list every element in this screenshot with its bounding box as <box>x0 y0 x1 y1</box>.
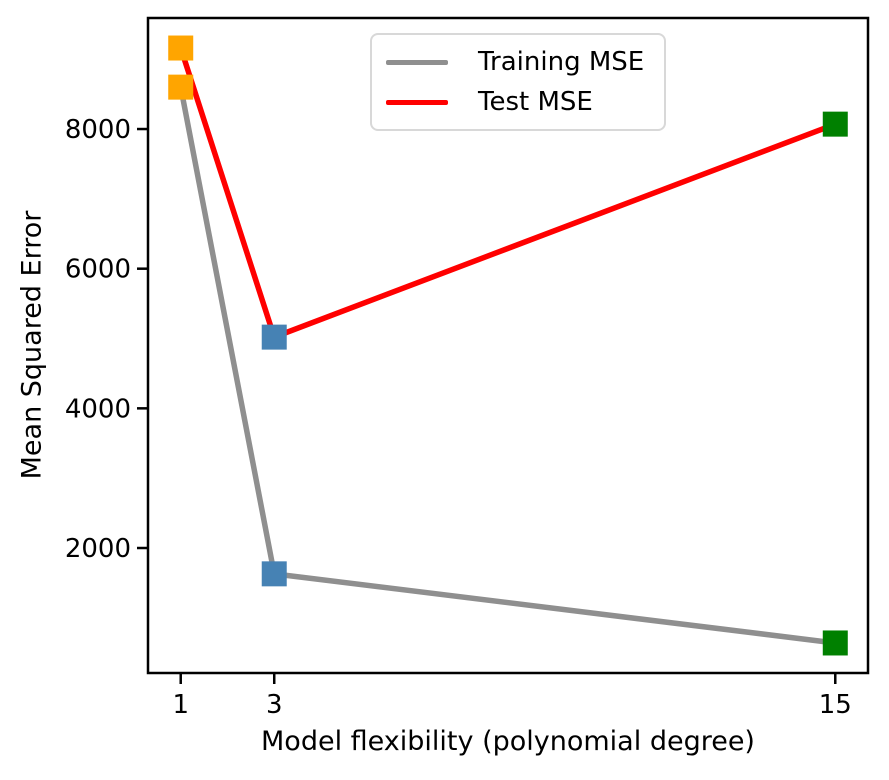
data-point-marker <box>261 324 287 350</box>
legend: Training MSE Test MSE <box>370 33 667 131</box>
data-point-marker <box>261 561 287 587</box>
legend-item-test: Test MSE <box>386 86 644 118</box>
x-tick-label: 15 <box>819 690 852 720</box>
y-tick-label: 8000 <box>65 115 131 145</box>
legend-item-training: Training MSE <box>386 46 644 78</box>
y-tick-label: 2000 <box>65 534 131 564</box>
y-tick-label: 6000 <box>65 255 131 285</box>
plot-frame <box>146 16 870 675</box>
data-point-marker <box>822 630 848 656</box>
data-point-marker <box>168 74 194 100</box>
y-axis-label: Mean Squared Error <box>16 210 48 480</box>
data-point-marker <box>168 35 194 61</box>
x-tick-label: 1 <box>172 690 189 720</box>
data-point-marker <box>822 111 848 137</box>
series-line <box>178 86 836 646</box>
legend-swatch-training-line <box>386 59 448 65</box>
legend-swatch-test-line <box>386 99 448 105</box>
legend-label-training: Training MSE <box>478 47 645 77</box>
y-tick-label: 4000 <box>65 394 131 424</box>
legend-label-test: Test MSE <box>478 87 593 117</box>
x-axis-label: Model flexibility (polynomial degree) <box>261 726 755 757</box>
x-tick-label: 3 <box>266 690 283 720</box>
